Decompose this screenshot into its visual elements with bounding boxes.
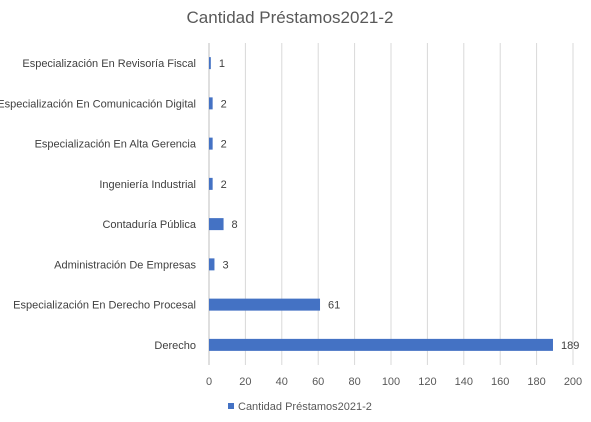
data-label: 3 xyxy=(222,259,228,271)
bar xyxy=(209,97,213,110)
x-tick-label: 120 xyxy=(418,376,436,388)
data-label: 61 xyxy=(328,300,340,312)
x-tick-label: 60 xyxy=(312,376,324,388)
data-label: 2 xyxy=(221,98,227,110)
bar xyxy=(209,177,213,190)
chart-title: Cantidad Préstamos2021-2 xyxy=(187,8,394,27)
x-tick-label: 100 xyxy=(382,376,400,388)
bar xyxy=(209,137,213,150)
x-tick-label: 160 xyxy=(491,376,509,388)
x-tick-label: 80 xyxy=(348,376,360,388)
data-label: 2 xyxy=(221,179,227,191)
category-label: Ingeniería Industrial xyxy=(99,179,196,191)
data-label: 2 xyxy=(221,139,227,151)
data-label: 189 xyxy=(561,340,579,352)
category-label: Administración De Empresas xyxy=(54,259,196,271)
bars xyxy=(209,57,553,351)
data-label: 1 xyxy=(219,58,225,70)
category-label: Contaduría Pública xyxy=(102,219,196,231)
x-tick-label: 140 xyxy=(455,376,473,388)
gridlines xyxy=(208,43,574,365)
x-tick-label: 20 xyxy=(239,376,251,388)
x-tick-label: 180 xyxy=(527,376,545,388)
data-label: 8 xyxy=(232,219,238,231)
bar xyxy=(209,338,553,351)
category-label: Especialización En Alta Gerencia xyxy=(35,139,197,151)
category-label: Especialización En Comunicación Digital xyxy=(0,98,196,110)
legend-swatch xyxy=(228,403,234,409)
x-tick-label: 40 xyxy=(276,376,288,388)
bar xyxy=(209,57,211,70)
x-tick-label: 200 xyxy=(564,376,582,388)
category-label: Derecho xyxy=(154,340,196,352)
legend-label: Cantidad Préstamos2021-2 xyxy=(238,401,372,413)
category-label: Especialización En Derecho Procesal xyxy=(13,300,196,312)
x-tick-label: 0 xyxy=(206,376,212,388)
x-axis-ticks: 0 20 40 60 80 100 120 140 160 180 200 xyxy=(206,376,582,388)
bar xyxy=(209,258,215,271)
bar xyxy=(209,218,224,231)
category-labels: Especialización En Revisoría Fiscal Espec… xyxy=(0,58,197,352)
bar xyxy=(209,298,321,311)
legend: Cantidad Préstamos2021-2 xyxy=(228,401,372,413)
data-labels: 1 2 2 2 8 3 61 189 xyxy=(219,58,580,352)
category-label: Especialización En Revisoría Fiscal xyxy=(22,58,196,70)
